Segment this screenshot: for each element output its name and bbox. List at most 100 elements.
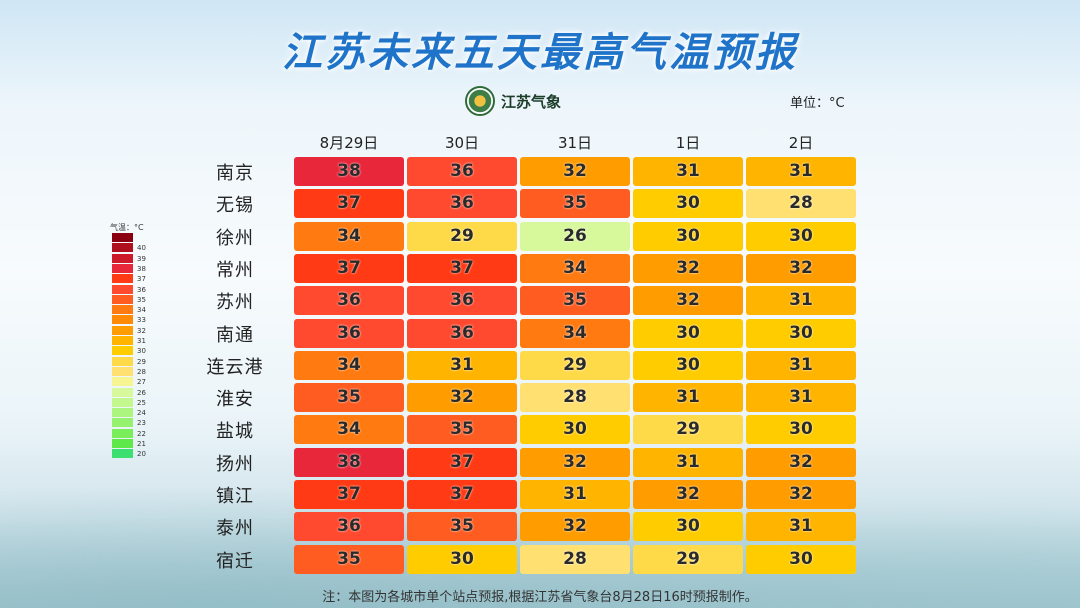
heatmap-cell: 31 [746, 157, 856, 186]
legend-swatch [112, 263, 133, 273]
heatmap-cell: 36 [407, 189, 517, 219]
heatmap-cell: 29 [520, 350, 630, 380]
legend-swatch [112, 325, 133, 335]
legend-label: 24 [137, 409, 146, 418]
heatmap-cell: 37 [407, 253, 517, 283]
legend-swatch [112, 253, 133, 263]
legend-swatch [112, 449, 133, 459]
heatmap-cell: 32 [746, 480, 856, 509]
heatmap-cell: 32 [520, 512, 630, 542]
row-label-city: 常州 [216, 259, 254, 281]
heatmap-cell: 34 [294, 415, 404, 445]
legend-label: 31 [137, 337, 146, 345]
legend-swatch [112, 397, 133, 407]
legend-swatch [112, 294, 133, 304]
column-header: 30日 [444, 134, 480, 152]
legend-label: 29 [137, 357, 146, 366]
heatmap-cell: 32 [520, 157, 630, 186]
heatmap-cell: 28 [520, 383, 630, 413]
legend-swatch [112, 418, 133, 428]
heatmap-cell: 35 [294, 544, 404, 574]
heatmap-cell: 31 [520, 480, 630, 509]
legend-label: 39 [137, 254, 146, 263]
legend-label: 26 [137, 388, 146, 397]
heatmap-cell: 30 [746, 221, 856, 251]
heatmap-cell: 31 [746, 286, 856, 316]
heatmap-cell: 34 [520, 253, 630, 283]
legend-label: 25 [137, 398, 146, 407]
legend-label: 28 [137, 367, 146, 376]
row-label-city: 无锡 [216, 195, 254, 217]
legend-swatch [112, 274, 133, 284]
heatmap-cell: 37 [294, 189, 404, 219]
heatmap-cell: 32 [520, 447, 630, 477]
heatmap-cell: 36 [407, 318, 517, 348]
legend-label: 23 [137, 419, 146, 428]
legend-swatch [112, 233, 133, 242]
heatmap-cell: 30 [633, 318, 743, 348]
heatmap-cell: 31 [407, 350, 517, 380]
heatmap-cell: 38 [294, 157, 404, 186]
heatmap-cell: 35 [407, 512, 517, 542]
logo-text: 江苏气象 [501, 92, 562, 111]
legend-swatch [112, 428, 133, 438]
heatmap-cell: 30 [633, 350, 743, 380]
page-title: 江苏未来五天最高气温预报 [282, 30, 798, 76]
legend-swatch [112, 366, 133, 376]
legend-label: 36 [137, 285, 146, 294]
heatmap-cell: 32 [746, 253, 856, 283]
legend-swatch [112, 243, 133, 253]
legend-label: 30 [137, 347, 146, 356]
legend-label: 40 [137, 244, 146, 253]
heatmap-cell: 30 [520, 415, 630, 445]
heatmap-cell: 35 [407, 415, 517, 445]
legend-swatch [112, 284, 133, 294]
row-label-city: 盐城 [216, 421, 254, 443]
row-label-city: 南京 [216, 163, 254, 184]
heatmap-cell: 30 [407, 544, 517, 574]
heatmap-cell: 36 [294, 318, 404, 348]
heatmap-cell: 37 [294, 480, 404, 509]
legend-label: 38 [137, 264, 146, 273]
legend-swatch [112, 377, 133, 387]
heatmap-cell: 36 [294, 512, 404, 542]
heatmap-cell: 31 [746, 350, 856, 380]
row-label-city: 镇江 [216, 486, 254, 507]
heatmap-cell: 36 [407, 157, 517, 186]
legend-label: 32 [137, 326, 146, 335]
heatmap-cell: 37 [407, 447, 517, 477]
legend-swatch [112, 439, 133, 448]
row-label-city: 宿迁 [216, 550, 254, 572]
heatmap-cell: 36 [407, 286, 517, 316]
legend-label: 37 [137, 275, 146, 284]
heatmap-cell: 32 [633, 253, 743, 283]
legend-label: 34 [137, 306, 146, 315]
column-header: 31日 [557, 134, 593, 152]
heatmap-cell: 29 [633, 544, 743, 574]
heatmap-cell: 36 [294, 286, 404, 316]
heatmap-cell: 30 [633, 189, 743, 219]
heatmap-cell: 28 [746, 189, 856, 219]
logo: 江苏气象 [465, 86, 561, 116]
heatmap-cell: 28 [520, 544, 630, 574]
heatmap-cell: 34 [294, 221, 404, 251]
heatmap-cell: 34 [294, 350, 404, 380]
legend-label: 35 [137, 295, 146, 304]
legend-label: 22 [137, 429, 146, 438]
legend-swatch [112, 387, 133, 397]
heatmap-cell: 30 [633, 512, 743, 542]
legend-label: 33 [137, 316, 146, 325]
row-label-city: 扬州 [216, 453, 254, 475]
unit-label: 单位：°C [790, 96, 845, 111]
heatmap-cell: 31 [633, 447, 743, 477]
heatmap-cell: 29 [633, 415, 743, 445]
legend-label: 20 [137, 450, 146, 459]
row-label-city: 徐州 [216, 227, 254, 249]
heatmap-cell: 32 [407, 383, 517, 413]
heatmap-cell: 32 [633, 480, 743, 509]
heatmap-cell: 32 [746, 447, 856, 477]
heatmap-cell: 30 [746, 318, 856, 348]
heatmap-cell: 34 [520, 318, 630, 348]
heatmap-cell: 31 [746, 512, 856, 542]
heatmap-cell: 35 [520, 286, 630, 316]
